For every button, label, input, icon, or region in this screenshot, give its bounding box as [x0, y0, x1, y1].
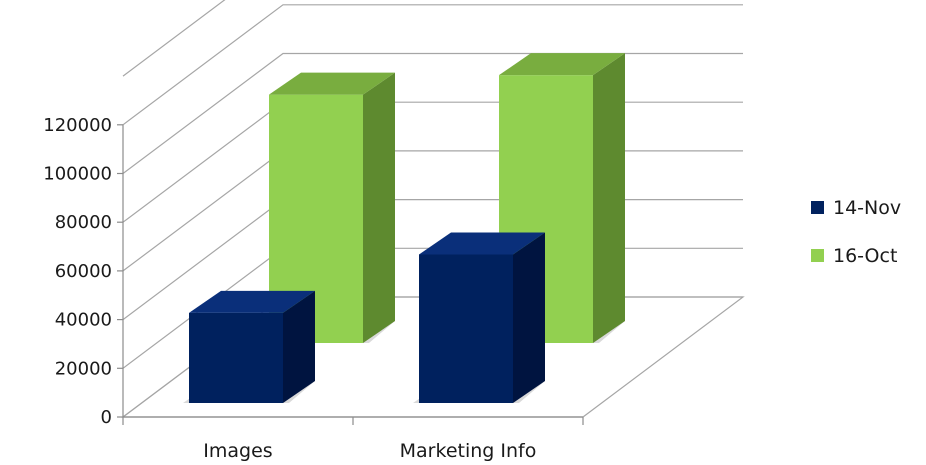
bar-top	[269, 72, 395, 95]
legend-label: 14-Nov	[833, 197, 901, 219]
gridline	[122, 4, 743, 126]
y-tick-label: 60000	[55, 261, 112, 282]
y-tick-label: 0	[101, 407, 112, 428]
bar-top	[419, 232, 545, 255]
y-tick-label: 100000	[43, 164, 112, 185]
y-tick-label: 80000	[55, 212, 112, 233]
bar-front	[189, 312, 283, 403]
bar-side	[283, 290, 315, 403]
bar-top	[189, 290, 315, 313]
bar-side	[363, 72, 395, 343]
legend: 14-Nov 16-Oct	[811, 197, 901, 267]
gridline	[122, 0, 226, 77]
gridline	[122, 52, 743, 174]
axes	[117, 124, 584, 425]
bars	[183, 53, 625, 403]
legend-swatch	[811, 249, 824, 262]
bar-front	[419, 254, 513, 403]
x-tick-label: Images	[203, 440, 272, 462]
bar-top	[499, 53, 625, 76]
legend-label: 16-Oct	[833, 245, 897, 267]
x-tick-label: Marketing Info	[400, 440, 537, 462]
legend-item: 16-Oct	[811, 245, 897, 267]
y-tick-label: 40000	[55, 310, 112, 331]
y-tick-label: 20000	[55, 358, 112, 379]
bar-side	[513, 232, 545, 403]
bar-14-Nov-Marketing Info	[413, 232, 545, 403]
legend-swatch	[811, 201, 824, 214]
y-axis-tick-labels: 0 20000 40000 60000 80000 100000 120000	[43, 115, 112, 428]
bar-side	[593, 53, 625, 344]
gridline	[122, 101, 743, 223]
legend-item: 14-Nov	[811, 197, 901, 219]
y-tick-label: 120000	[43, 115, 112, 136]
x-axis-tick-labels: Images Marketing Info	[203, 440, 536, 462]
bar-14-Nov-Images	[183, 290, 315, 403]
